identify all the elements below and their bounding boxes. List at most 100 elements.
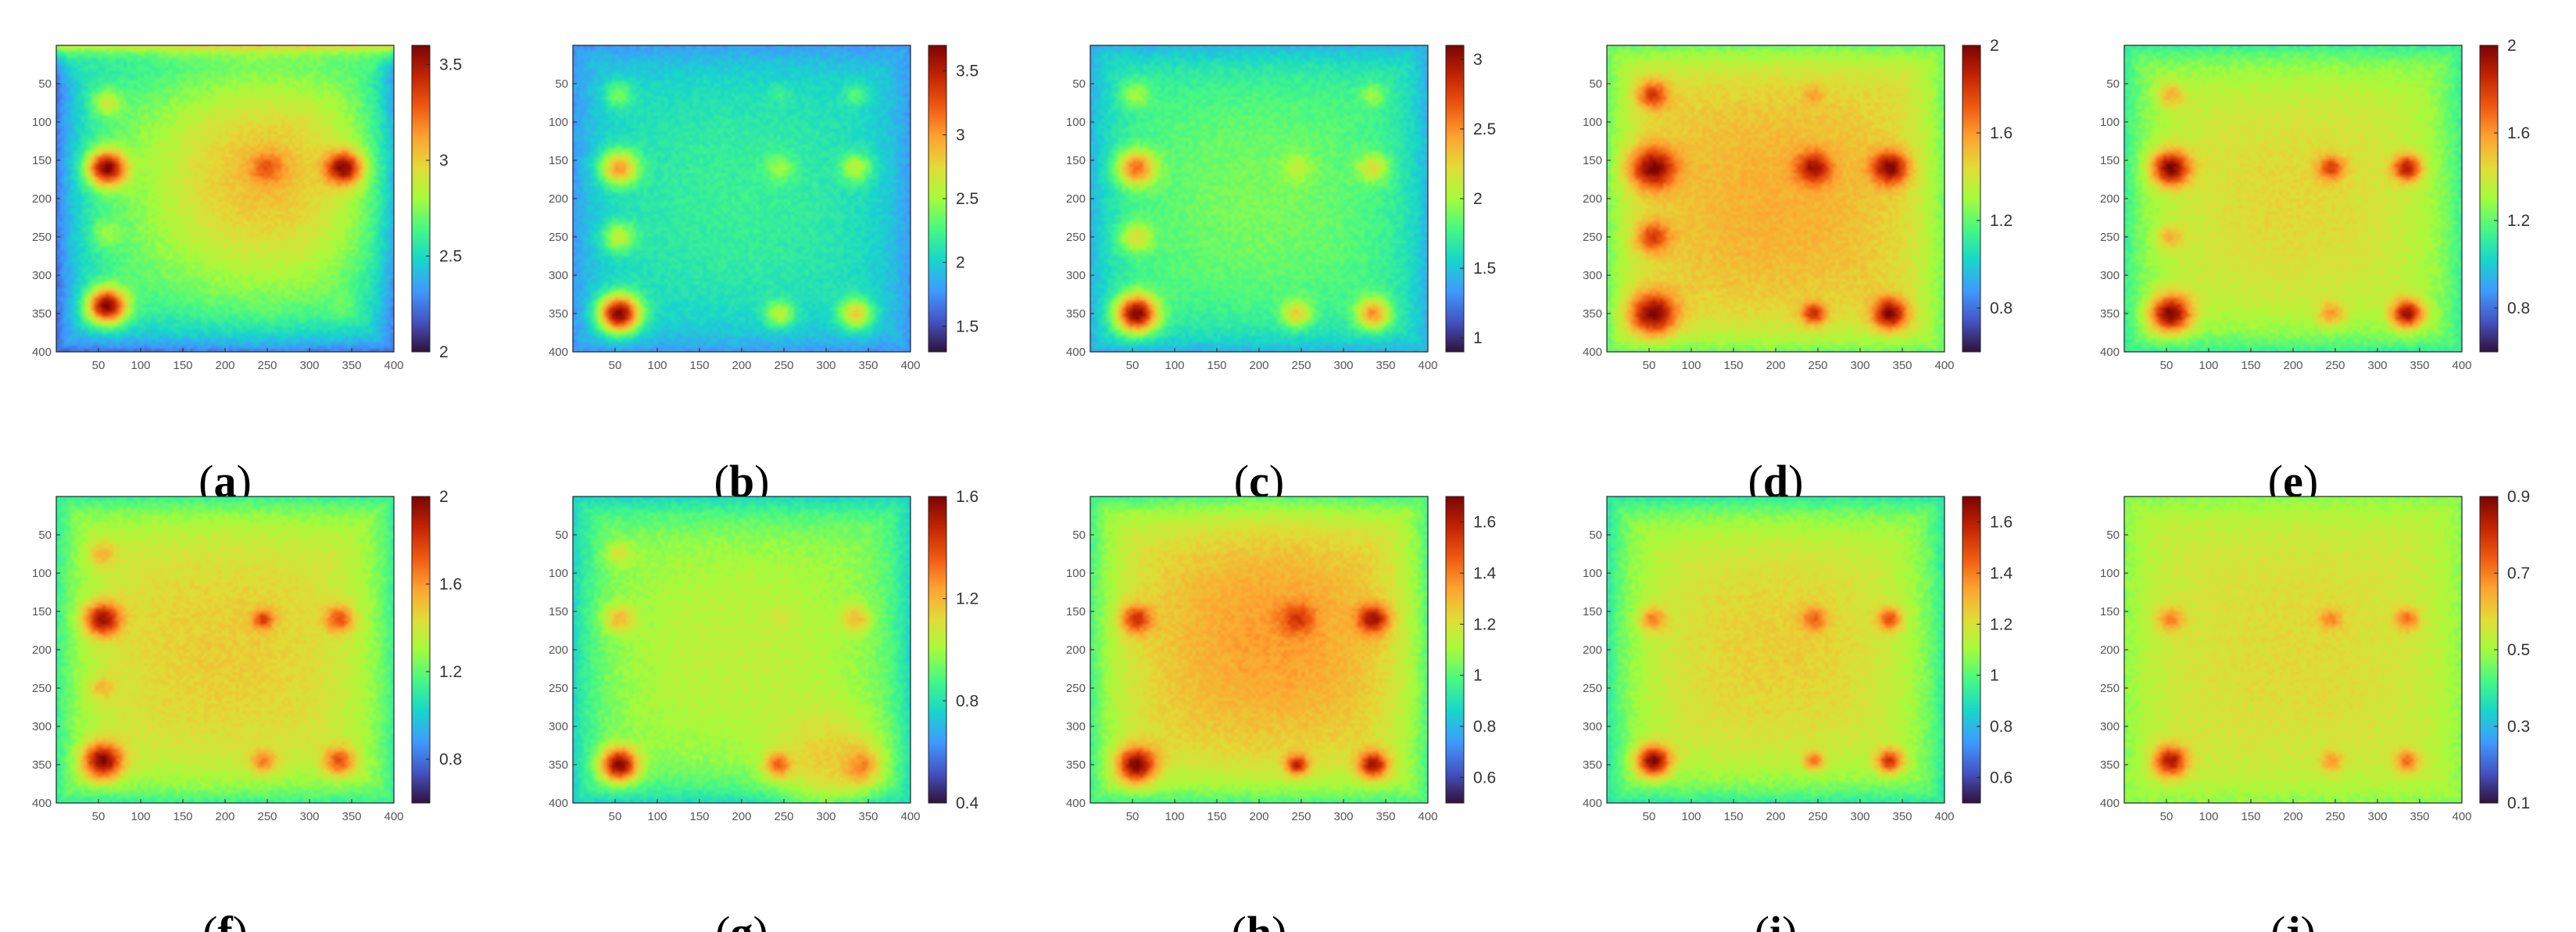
colorbar-tick-label: 0.9 (2507, 488, 2530, 506)
x-tick-label: 200 (732, 810, 751, 823)
colorbar-tick-label: 2.5 (1473, 120, 1496, 138)
panel-e: 50 100 150 200 250 300 350 400 50 100 150 200 250 300… (2100, 37, 2530, 507)
y-tick-label: 100 (549, 567, 568, 580)
colorbar-frame (928, 496, 947, 804)
y-tick-label: 50 (1072, 529, 1086, 542)
colorbar-tick-label: 3.5 (956, 63, 979, 81)
y-tick-label: 350 (2100, 758, 2120, 772)
y-tick-label: 300 (549, 269, 568, 282)
colorbar-tick-label: 1.5 (1473, 260, 1496, 278)
colorbar-tick-label: 1 (1473, 667, 1483, 685)
y-tick-label: 350 (1583, 758, 1602, 772)
colorbar (412, 45, 430, 352)
x-tick-label: 400 (1418, 359, 1437, 372)
x-tick-label: 400 (1934, 810, 1954, 823)
x-tick-label: 400 (2452, 810, 2471, 823)
y-tick-label: 50 (38, 77, 52, 91)
x-tick-label: 300 (1850, 359, 1869, 372)
panel-a: 50 100 150 200 250 300 350 400 50 100 150 200 250 300… (32, 45, 462, 507)
x-tick-label: 350 (1892, 359, 1912, 372)
y-tick-label: 150 (549, 605, 568, 618)
x-tick-label: 300 (1333, 810, 1353, 823)
y-tick-label: 300 (32, 720, 52, 733)
y-tick-label: 100 (32, 567, 52, 580)
y-tick-label: 200 (549, 643, 568, 657)
colorbar-frame (411, 45, 431, 353)
panel-label: (b) (714, 456, 770, 507)
x-tick-label: 200 (2283, 810, 2302, 823)
colorbar-tick-label: 0.6 (1473, 769, 1496, 787)
colorbar-tick-label: 1.6 (1990, 124, 2012, 142)
colorbar-tick-label: 2.5 (439, 248, 462, 266)
x-tick-label: 350 (1376, 810, 1395, 823)
x-tick-label: 250 (2325, 810, 2345, 823)
colorbar-tick-label: 2 (956, 254, 965, 272)
y-tick-label: 400 (1066, 797, 1086, 810)
panel-label: (i) (1755, 907, 1798, 932)
x-tick-label: 250 (257, 359, 277, 372)
x-tick-label: 200 (732, 359, 751, 372)
x-tick-label: 50 (609, 810, 622, 823)
y-tick-label: 100 (1066, 116, 1086, 129)
x-tick-label: 350 (858, 810, 878, 823)
y-tick-label: 100 (1583, 567, 1602, 580)
colorbar (928, 496, 946, 803)
y-tick-label: 400 (549, 797, 568, 810)
x-tick-label: 100 (2199, 359, 2218, 372)
y-tick-label: 300 (1066, 720, 1086, 733)
y-tick-label: 200 (2100, 643, 2120, 657)
x-tick-label: 150 (689, 810, 709, 823)
colorbar-tick-label: 2.5 (956, 190, 979, 208)
x-tick-label: 50 (1643, 359, 1656, 372)
y-tick-label: 200 (32, 192, 52, 206)
colorbar (1962, 496, 1980, 803)
panel-label: (h) (1232, 907, 1287, 932)
y-tick-label: 50 (1589, 77, 1602, 91)
y-tick-label: 200 (1066, 643, 1086, 657)
y-tick-label: 250 (2100, 682, 2120, 695)
y-tick-label: 200 (2100, 192, 2120, 206)
y-tick-label: 250 (549, 682, 568, 695)
y-tick-label: 100 (32, 116, 52, 129)
x-tick-label: 150 (1723, 810, 1743, 823)
colorbar-tick-label: 1.2 (439, 663, 462, 681)
colorbar-tick-label: 1.4 (1473, 565, 1497, 582)
colorbar-tick-label: 3 (1473, 51, 1483, 69)
x-tick-label: 200 (215, 359, 234, 372)
x-tick-label: 200 (1249, 810, 1268, 823)
colorbar-tick-label: 1.2 (1990, 615, 2012, 633)
x-tick-label: 350 (1376, 359, 1395, 372)
colorbar-tick-label: 0.7 (2507, 565, 2530, 582)
x-tick-label: 300 (816, 359, 835, 372)
x-tick-label: 100 (647, 810, 667, 823)
x-tick-label: 400 (384, 359, 403, 372)
colorbar-tick-label: 0.5 (2507, 641, 2530, 659)
heatmap-image (1607, 496, 1945, 803)
colorbar-tick-label: 2 (1473, 190, 1483, 208)
y-tick-label: 350 (1066, 758, 1086, 772)
colorbar-tick-label: 2 (439, 343, 449, 361)
y-tick-label: 50 (38, 529, 52, 542)
colorbar-tick-label: 0.3 (2507, 718, 2530, 736)
x-tick-label: 350 (2410, 810, 2429, 823)
y-tick-label: 150 (549, 154, 568, 167)
heatmap-image (573, 45, 911, 352)
x-tick-label: 150 (689, 359, 709, 372)
y-tick-label: 250 (32, 231, 52, 244)
x-tick-label: 250 (257, 810, 277, 823)
colorbar-tick-label: 0.1 (2507, 794, 2530, 812)
x-tick-label: 300 (299, 810, 319, 823)
x-tick-label: 400 (900, 359, 920, 372)
colorbar-tick-label: 1.2 (956, 590, 979, 608)
panel-g: 50 100 150 200 250 300 350 400 50 100 150 200 250 300… (549, 488, 979, 932)
heatmap-image (56, 496, 394, 803)
y-tick-label: 300 (1583, 720, 1602, 733)
panel-label: (j) (2270, 907, 2316, 932)
colorbar-tick-label: 1.5 (956, 317, 979, 335)
y-tick-label: 150 (32, 154, 52, 167)
y-tick-label: 100 (1583, 116, 1602, 129)
heatmap-image (2124, 45, 2462, 352)
x-tick-label: 400 (1934, 359, 1954, 372)
y-tick-label: 150 (2100, 154, 2120, 167)
x-tick-label: 250 (1808, 810, 1827, 823)
